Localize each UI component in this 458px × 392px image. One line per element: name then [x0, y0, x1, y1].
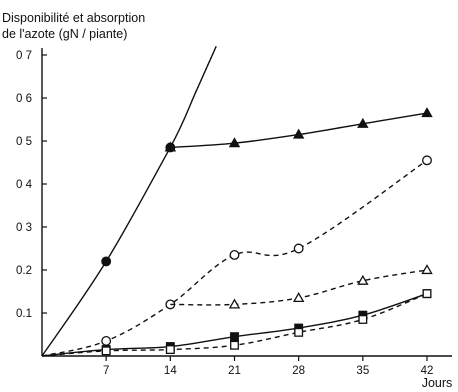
- y-tick-label: 0.2: [16, 265, 32, 277]
- x-tick-label: 14: [164, 365, 177, 377]
- data-point-filled-triangle: [164, 141, 177, 152]
- data-point-open-square: [101, 346, 111, 356]
- data-point-open-triangle: [357, 274, 369, 285]
- data-point-open-circle: [422, 155, 432, 166]
- data-point-open-circle: [101, 336, 112, 346]
- series-line-filled-circle: [41, 147, 171, 357]
- data-point-open-triangle: [292, 292, 305, 303]
- y-tick-label: 0 7: [16, 50, 32, 62]
- data-point-open-circle: [293, 243, 304, 254]
- data-point-open-circle: [229, 249, 240, 260]
- data-point-open-triangle: [421, 264, 433, 275]
- data-point-open-square: [230, 340, 239, 350]
- y-tick-label: 0 6: [16, 93, 32, 105]
- y-tick-label: 0.1: [16, 308, 32, 320]
- data-point-filled-triangle: [357, 117, 369, 128]
- y-tick-label: 0 3: [16, 222, 32, 234]
- x-axis-label: Jours: [422, 376, 453, 390]
- data-point-filled-square: [230, 332, 239, 342]
- x-tick-label: 35: [356, 365, 369, 377]
- data-point-filled-triangle: [421, 107, 433, 118]
- data-point-open-square: [422, 289, 432, 299]
- y-tick-label: 0 4: [16, 179, 33, 191]
- data-point-filled-triangle: [228, 137, 241, 148]
- data-point-filled-circle: [101, 256, 112, 267]
- data-point-open-square: [165, 345, 175, 354]
- y-axis-label-line-2: de l'azote (gN / piante): [2, 27, 128, 41]
- x-tick-label: 28: [292, 365, 305, 377]
- data-point-filled-triangle: [292, 128, 305, 139]
- data-point-open-square: [358, 314, 368, 324]
- series-extension-dotted: [195, 46, 217, 92]
- y-tick-label: 0 5: [16, 136, 32, 148]
- data-point-open-triangle: [228, 298, 241, 309]
- x-tick-label: 7: [103, 365, 109, 377]
- data-point-open-square: [294, 327, 304, 337]
- y-axis-label-line-1: Disponibilité et absorption: [2, 11, 146, 25]
- x-tick-label: 42: [421, 365, 434, 377]
- x-tick-label: 21: [228, 365, 241, 377]
